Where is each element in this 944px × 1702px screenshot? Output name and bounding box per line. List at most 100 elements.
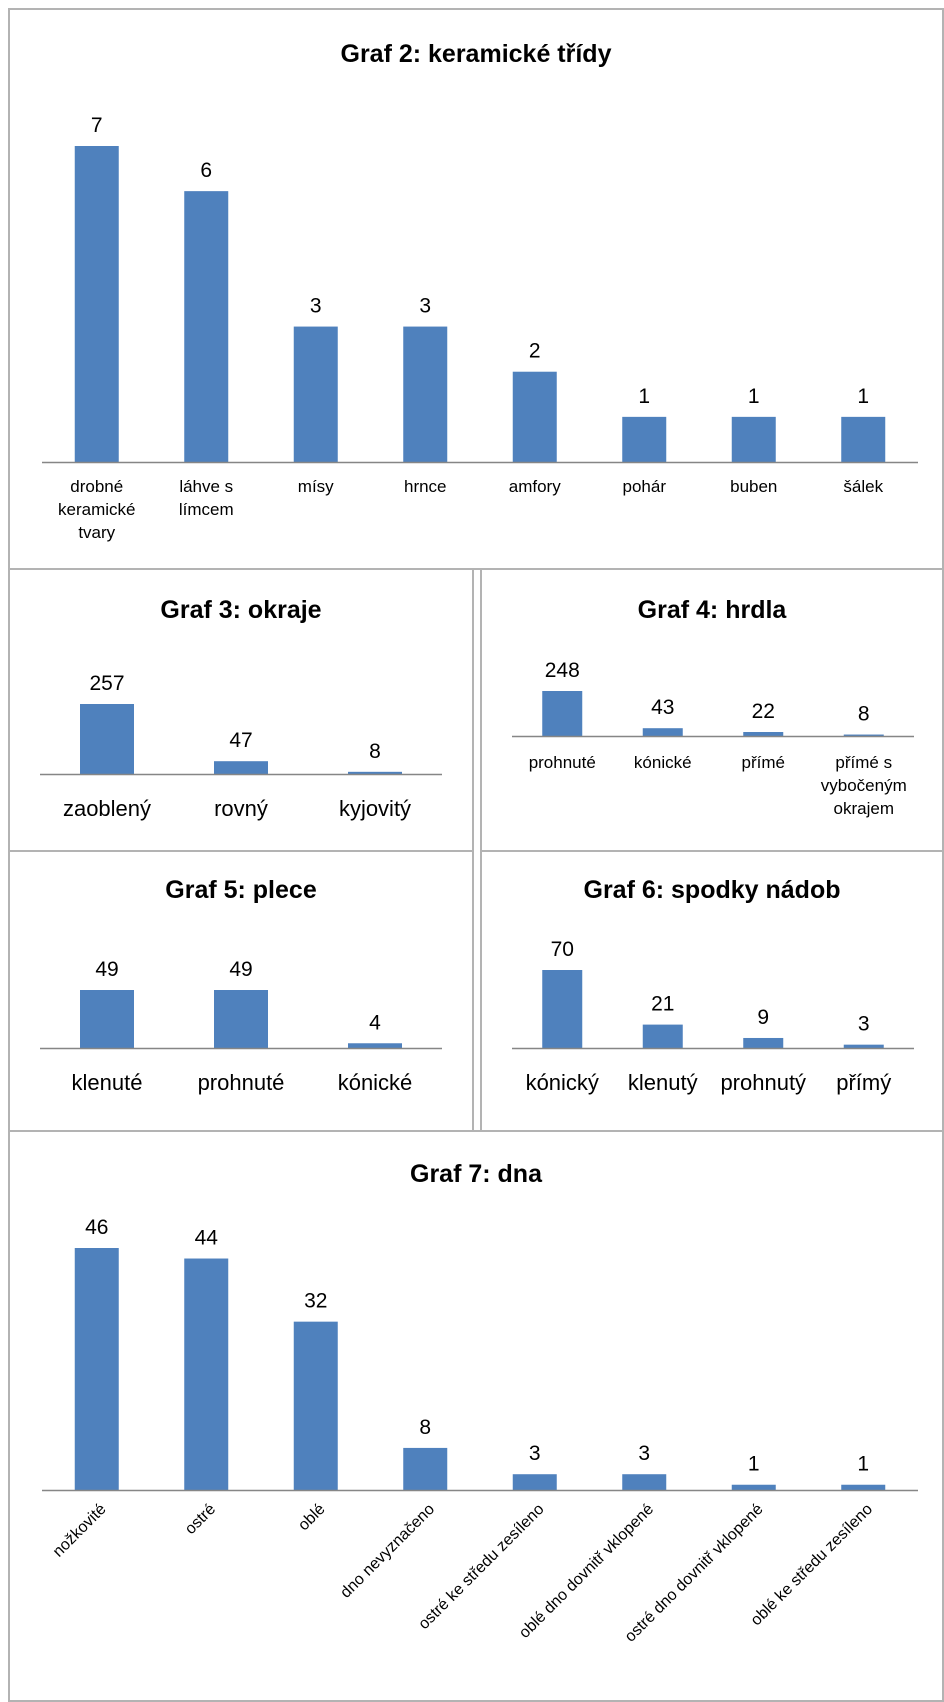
- data-label: 7: [91, 114, 103, 137]
- data-label: 3: [638, 1442, 650, 1465]
- tick-label: nožkovité: [50, 1501, 110, 1561]
- tick-label: šálek: [843, 477, 883, 496]
- bar: [80, 704, 134, 774]
- tick-label: prohnuté: [198, 1070, 285, 1095]
- tick-label: buben: [730, 477, 777, 496]
- data-label: 21: [651, 993, 674, 1016]
- data-label: 2: [529, 340, 541, 363]
- bar: [512, 1474, 557, 1490]
- bar: [74, 146, 119, 462]
- bar: [642, 728, 683, 736]
- tick-label: dno nevyznačeno: [337, 1501, 438, 1602]
- tick-label: límcem: [179, 500, 234, 519]
- data-label: 3: [529, 1442, 541, 1465]
- tick-label: drobné: [70, 477, 123, 496]
- bar: [622, 1474, 667, 1490]
- data-label: 47: [229, 729, 252, 752]
- data-label: 3: [858, 1013, 870, 1036]
- bar: [542, 691, 583, 736]
- chart-title: Graf 7: dna: [410, 1160, 543, 1188]
- tick-label: vybočeným: [821, 776, 907, 795]
- data-label: 1: [748, 1453, 760, 1476]
- tick-label: ostré ke středu zesíleno: [415, 1501, 547, 1633]
- chart-panel-g2: Graf 2: keramické třídy 7 drobné keramické t…: [8, 8, 944, 570]
- data-label: 3: [419, 295, 431, 318]
- data-label: 49: [229, 958, 252, 981]
- tick-label: rovný: [214, 796, 268, 821]
- bar: [348, 1043, 402, 1048]
- tick-label: mísy: [298, 477, 334, 496]
- bar: [622, 416, 667, 462]
- tick-label: kónické: [634, 753, 692, 772]
- tick-label: tvary: [78, 523, 115, 542]
- bar: [74, 1248, 119, 1490]
- tick-label: okrajem: [834, 799, 894, 818]
- bar: [184, 1258, 229, 1490]
- chart-g2: Graf 2: keramické třídy 7 drobné keramické t…: [42, 40, 918, 542]
- data-label: 1: [857, 1453, 869, 1476]
- data-label: 1: [857, 385, 869, 408]
- data-label: 257: [89, 672, 124, 695]
- bar: [293, 1321, 338, 1490]
- bar: [843, 734, 884, 736]
- chart-panel-g6: Graf 6: spodky nádob 70 kónický 21 klenutý 9 p…: [480, 850, 944, 1132]
- chart-panel-g4: Graf 4: hrdla 248 prohnuté 43 kónické 22 přímé…: [480, 568, 944, 852]
- chart-title: Graf 5: plece: [165, 876, 317, 904]
- data-label: 32: [304, 1290, 327, 1313]
- data-label: 6: [200, 159, 212, 182]
- bar: [843, 1044, 884, 1048]
- tick-label: přímý: [836, 1070, 891, 1095]
- chart-panel-g7: Graf 7: dna 46 nožkovité 44 ostré 32 oblé 8 dno …: [8, 1130, 944, 1702]
- chart-g5: Graf 5: plece 49 klenuté 49 prohnuté 4 kónické: [40, 876, 442, 1095]
- data-label: 8: [369, 740, 381, 763]
- chart-title: Graf 4: hrdla: [638, 596, 788, 624]
- tick-label: prohnuté: [529, 753, 596, 772]
- chart-g3: Graf 3: okraje 257 zaoblený 47 rovný 8 kyjovit…: [40, 596, 442, 821]
- tick-label: kónické: [338, 1070, 413, 1095]
- tick-label: klenuté: [72, 1070, 143, 1095]
- tick-label: oblé ke středu zesíleno: [748, 1501, 876, 1629]
- data-label: 3: [310, 295, 322, 318]
- data-label: 70: [551, 938, 574, 961]
- data-label: 43: [651, 696, 674, 719]
- tick-label: přímé: [742, 753, 785, 772]
- bar: [841, 1484, 886, 1490]
- data-label: 9: [757, 1006, 769, 1029]
- bar: [403, 1447, 448, 1490]
- bar: [214, 761, 268, 774]
- bar: [731, 416, 776, 462]
- bar: [184, 191, 229, 462]
- bar: [80, 990, 134, 1048]
- tick-label: amfory: [509, 477, 561, 496]
- tick-label: láhve s: [179, 477, 233, 496]
- bar: [542, 970, 583, 1048]
- bar: [841, 416, 886, 462]
- data-label: 22: [752, 700, 775, 723]
- bar: [403, 326, 448, 462]
- data-label: 44: [195, 1227, 219, 1250]
- bar: [293, 326, 338, 462]
- bar: [743, 1037, 784, 1048]
- tick-label: přímé s: [835, 753, 892, 772]
- tick-label: zaoblený: [63, 796, 151, 821]
- bar: [642, 1024, 683, 1048]
- tick-label: kyjovitý: [339, 796, 411, 821]
- chart-title: Graf 3: okraje: [160, 596, 321, 624]
- tick-label: ostré: [182, 1501, 219, 1538]
- chart-g4: Graf 4: hrdla 248 prohnuté 43 kónické 22 přímé…: [512, 596, 914, 818]
- data-label: 1: [748, 385, 760, 408]
- data-label: 8: [858, 703, 870, 726]
- chart-title: Graf 2: keramické třídy: [341, 40, 612, 68]
- chart-title: Graf 6: spodky nádob: [584, 876, 841, 904]
- bar: [348, 771, 402, 774]
- tick-label: kónický: [526, 1070, 599, 1095]
- data-label: 46: [85, 1216, 108, 1239]
- tick-label: hrnce: [404, 477, 447, 496]
- data-label: 8: [419, 1416, 431, 1439]
- chart-panel-g3: Graf 3: okraje 257 zaoblený 47 rovný 8 kyjovit…: [8, 568, 474, 852]
- tick-label: oblé: [295, 1501, 328, 1534]
- tick-label: prohnutý: [720, 1070, 806, 1095]
- bar: [214, 990, 268, 1048]
- bar: [512, 371, 557, 462]
- data-label: 49: [95, 958, 118, 981]
